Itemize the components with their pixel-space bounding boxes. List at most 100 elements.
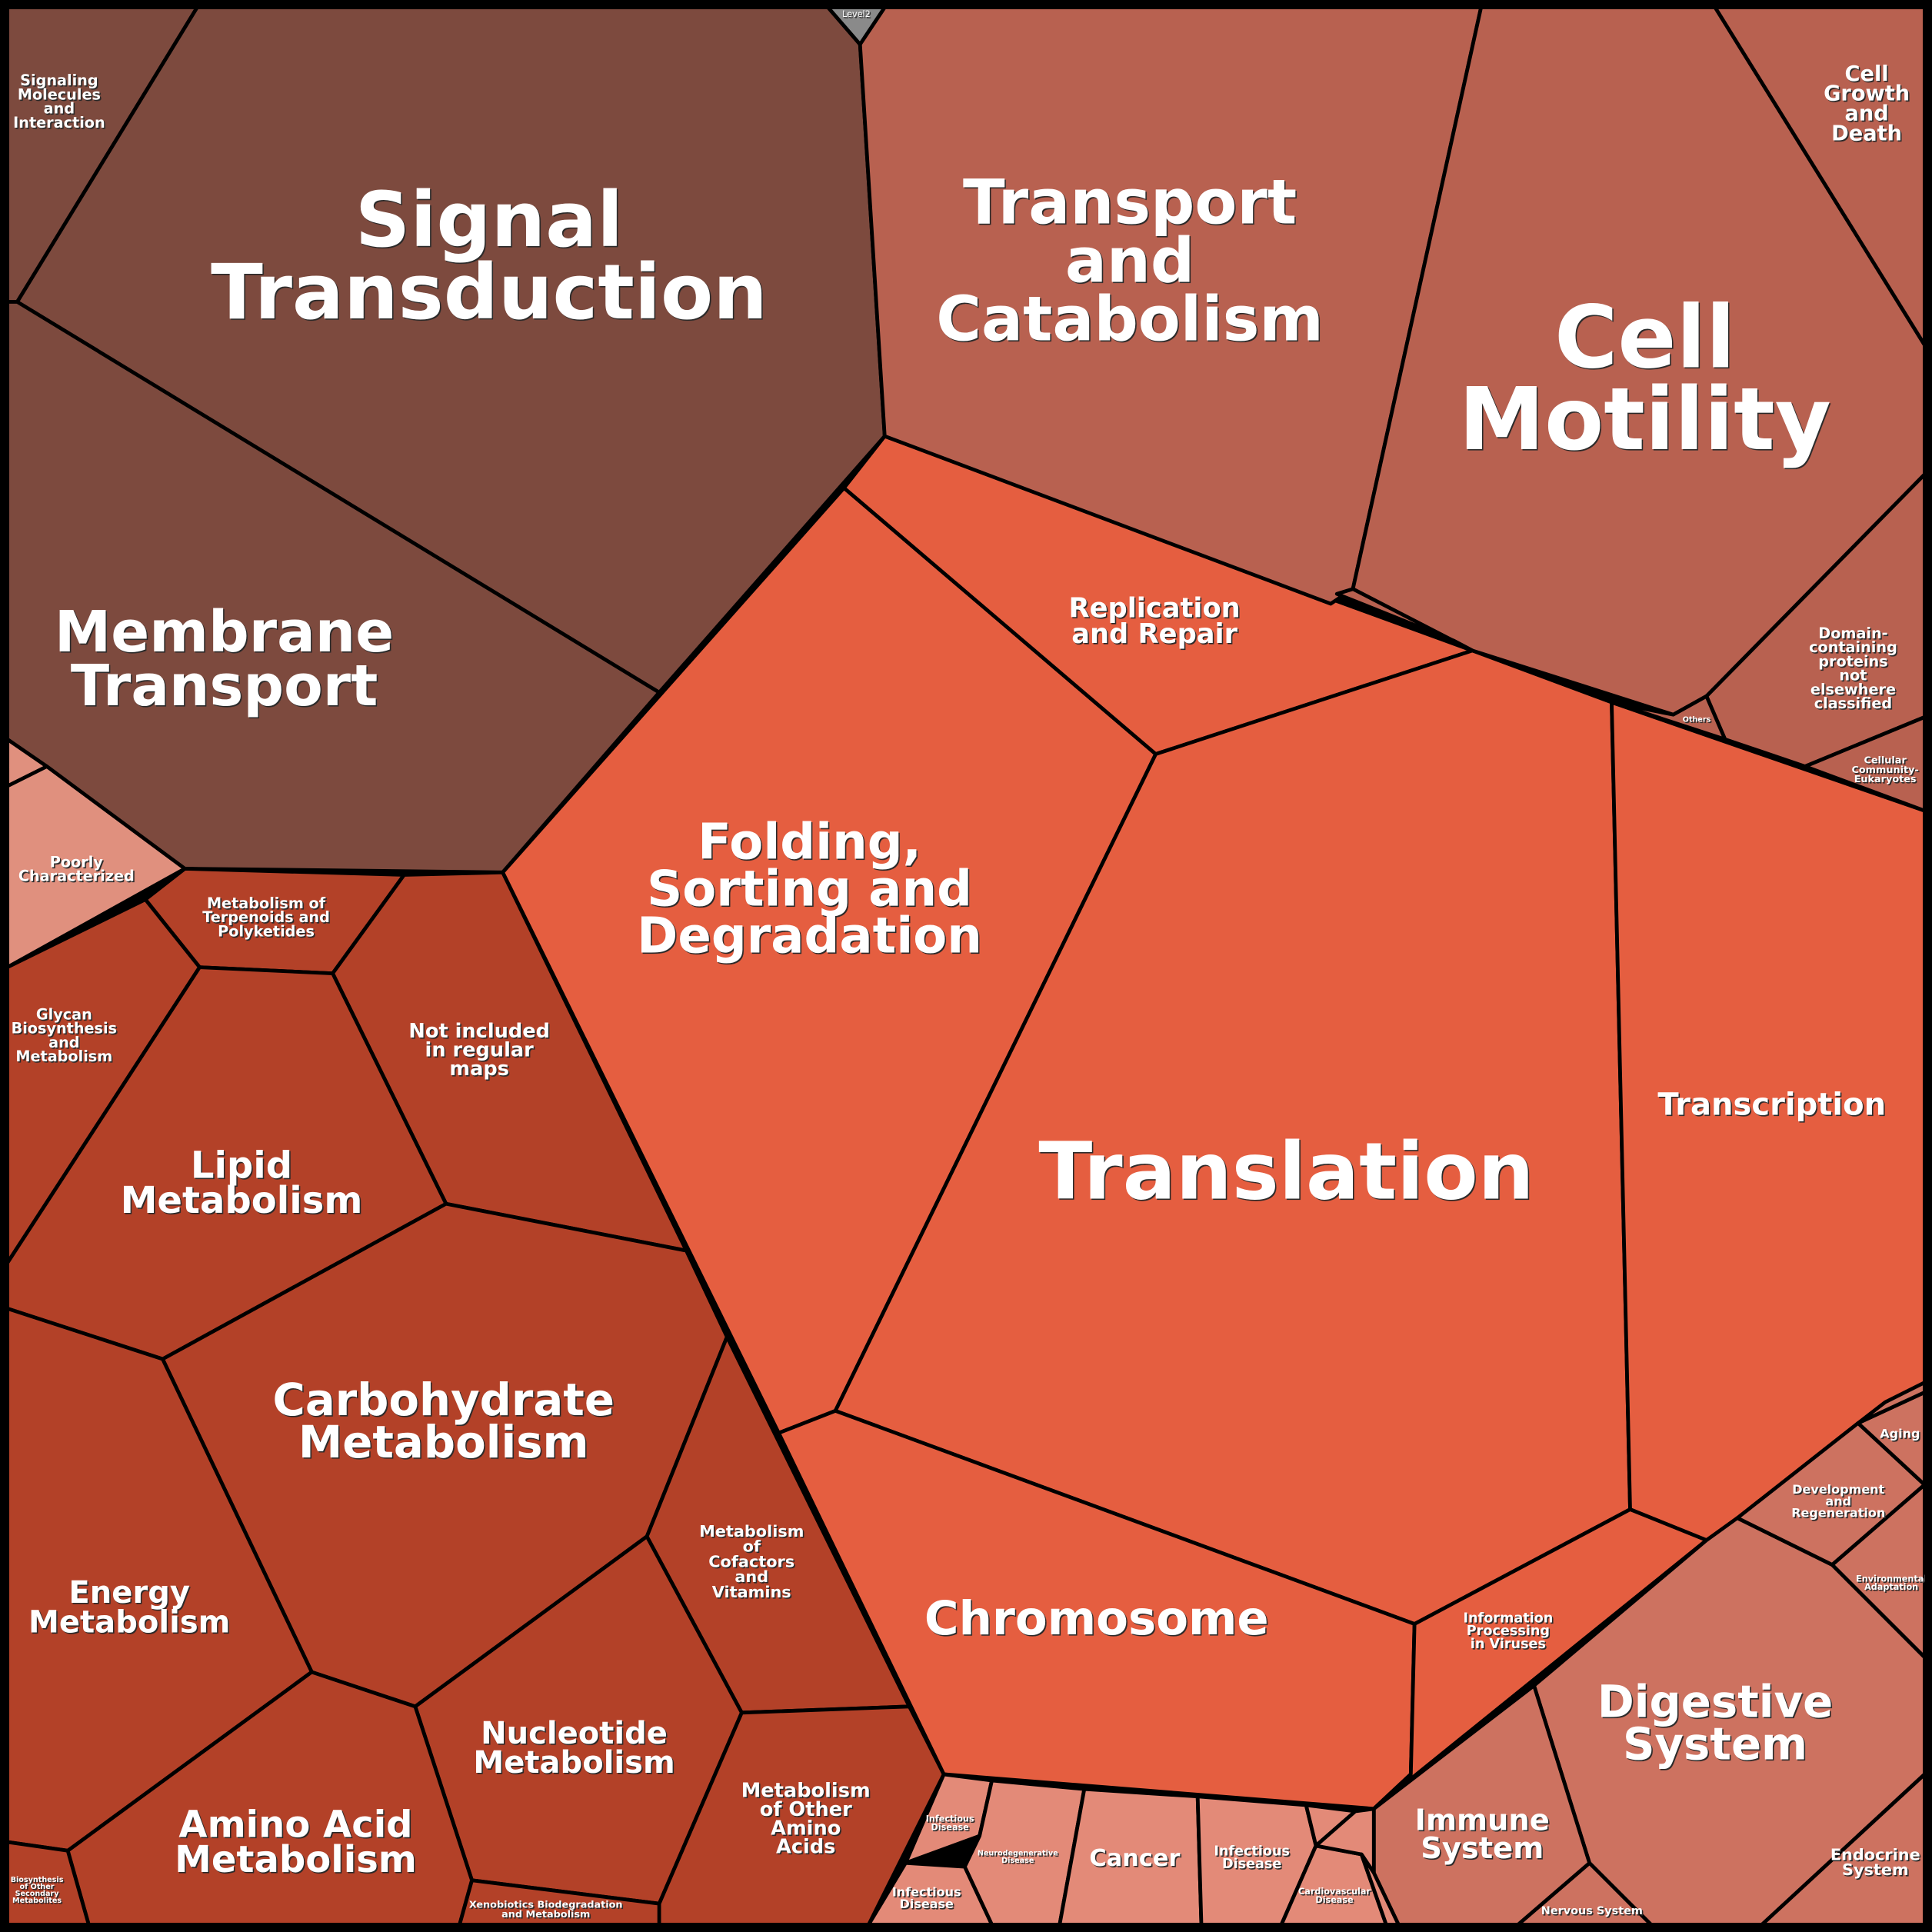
cell-label: Transduction: [211, 248, 768, 337]
cell-label: Metabolism: [741, 1780, 871, 1803]
cell-label: Motility: [1459, 370, 1831, 470]
cell-label: classified: [1814, 695, 1892, 712]
cell-label: Infectious: [1214, 1844, 1290, 1860]
cell-label: and: [1065, 225, 1194, 296]
cell: [1610, 694, 1727, 741]
cell-label: Infectious: [926, 1814, 974, 1824]
cell-label: Cell: [1554, 288, 1735, 388]
cell-label: Nucleotide: [481, 1716, 668, 1751]
cell-label: Folding,: [698, 814, 921, 871]
unlabeled-cells: [5, 587, 1927, 1927]
cell-label: Information: [1463, 1611, 1553, 1626]
cell-label: proteins: [1818, 652, 1887, 670]
cell-label: Lipid: [191, 1144, 292, 1187]
cell-label: Death: [1831, 122, 1902, 145]
cell-label: Cardiovascular: [1298, 1887, 1371, 1897]
cell-label: and: [734, 1567, 768, 1586]
cell-label: Metabolism: [28, 1604, 230, 1640]
cell-label: Disease: [1001, 1857, 1034, 1865]
cell-label: System: [1623, 1717, 1807, 1770]
cell-label: Eukaryotes: [1854, 774, 1917, 785]
cell-label: and: [44, 100, 75, 118]
cell-label: Cancer: [1089, 1845, 1180, 1872]
cell-label: Disease: [900, 1897, 954, 1911]
cell-label: of Other: [20, 1883, 55, 1891]
cell-label: Disease: [1315, 1895, 1354, 1905]
cells: [5, 5, 1927, 1927]
cell-label: Xenobiotics Biodegradation: [469, 1900, 623, 1911]
cell-label: Amino Acid: [178, 1803, 412, 1846]
cell-label: Digestive: [1597, 1676, 1833, 1728]
cell-label: Environmental: [1856, 1574, 1927, 1584]
cell-label: Disease: [931, 1822, 970, 1832]
cell-label: Cofactors: [708, 1552, 794, 1571]
cell-label: and Metabolism: [501, 1909, 590, 1920]
cell-label: Metabolites: [12, 1897, 62, 1905]
cell-label: elsewhere: [1810, 681, 1896, 698]
cell-label: Metabolism: [699, 1522, 804, 1541]
cell-label: Vitamins: [712, 1583, 791, 1601]
cell-label: Neurodegenerative: [978, 1850, 1058, 1858]
cell-label: of: [743, 1537, 761, 1556]
cell-label: Development: [1792, 1482, 1884, 1497]
cell-label: System: [1842, 1860, 1909, 1879]
cell-label: not: [1839, 667, 1867, 685]
cell-label: Metabolism: [121, 1179, 363, 1222]
cell-label: Acids: [776, 1836, 835, 1859]
level-label: Level2: [842, 9, 871, 19]
cell-label: and Repair: [1071, 618, 1237, 650]
cell-label: Characterized: [18, 868, 135, 885]
cell-label: Community-: [1852, 764, 1919, 776]
cell-label: Chromosome: [924, 1591, 1269, 1646]
cell-label: Molecules: [18, 85, 101, 103]
cell-label: in Viruses: [1471, 1637, 1546, 1652]
cell-label: containing: [1809, 638, 1897, 656]
cell-label: Disease: [1222, 1857, 1281, 1872]
cell-label: Metabolism: [298, 1416, 589, 1468]
labels: SignalingMoleculesandInteractionSignalTr…: [11, 62, 1927, 1920]
cell-label: Cellular: [1864, 755, 1907, 767]
cell-label: Metabolism: [175, 1838, 417, 1881]
cell-label: Transport: [963, 166, 1297, 238]
cell-label: Amino: [771, 1817, 841, 1840]
cell-label: Translation: [1038, 1126, 1534, 1217]
cell-label: Nervous System: [1541, 1905, 1643, 1917]
cell-label: Terpenoids and: [202, 908, 330, 926]
cell-label: maps: [449, 1058, 509, 1081]
cell-label: Adaptation: [1864, 1582, 1918, 1592]
cell-label: Transport: [71, 654, 378, 719]
cell-label: Growth: [1824, 82, 1910, 106]
cell-label: Metabolism of: [207, 894, 326, 912]
cell-label: Signal: [355, 176, 623, 265]
cell-label: Energy: [68, 1575, 190, 1611]
cell-label: Metabolism: [473, 1745, 675, 1780]
cell-label: Sorting and: [647, 861, 972, 918]
cell-label: Polyketides: [218, 922, 315, 940]
cell-label: Not included: [408, 1020, 550, 1043]
cell-label: Immune: [1415, 1803, 1550, 1837]
cell-label: and: [1844, 102, 1888, 126]
cell-label: in regular: [425, 1039, 535, 1062]
cell-label: Interaction: [13, 114, 105, 132]
cell-label: Signaling: [20, 72, 98, 89]
cell-label: of Other: [760, 1798, 852, 1821]
cell-label: Regeneration: [1791, 1506, 1885, 1521]
cell-label: Glycan: [36, 1005, 92, 1023]
cell-label: Transcription: [1657, 1088, 1886, 1123]
cell: [1334, 587, 1474, 653]
cell-label: Biosynthesis: [11, 1876, 64, 1884]
cell-label: Infectious: [892, 1885, 961, 1900]
cell-label: Metabolism: [15, 1048, 112, 1065]
cell-label: Secondary: [15, 1890, 60, 1898]
cell-label: Catabolism: [936, 284, 1324, 355]
cell-label: Membrane: [55, 600, 394, 665]
cell-label: Endocrine: [1830, 1845, 1920, 1864]
cell-label: Carbohydrate: [273, 1374, 615, 1426]
cell: [1371, 1507, 1709, 1811]
cell-label: Replication: [1068, 592, 1240, 624]
cell-label: Processing: [1467, 1624, 1550, 1639]
cell-label: and: [48, 1034, 79, 1051]
cell-label: Poorly: [50, 853, 104, 871]
